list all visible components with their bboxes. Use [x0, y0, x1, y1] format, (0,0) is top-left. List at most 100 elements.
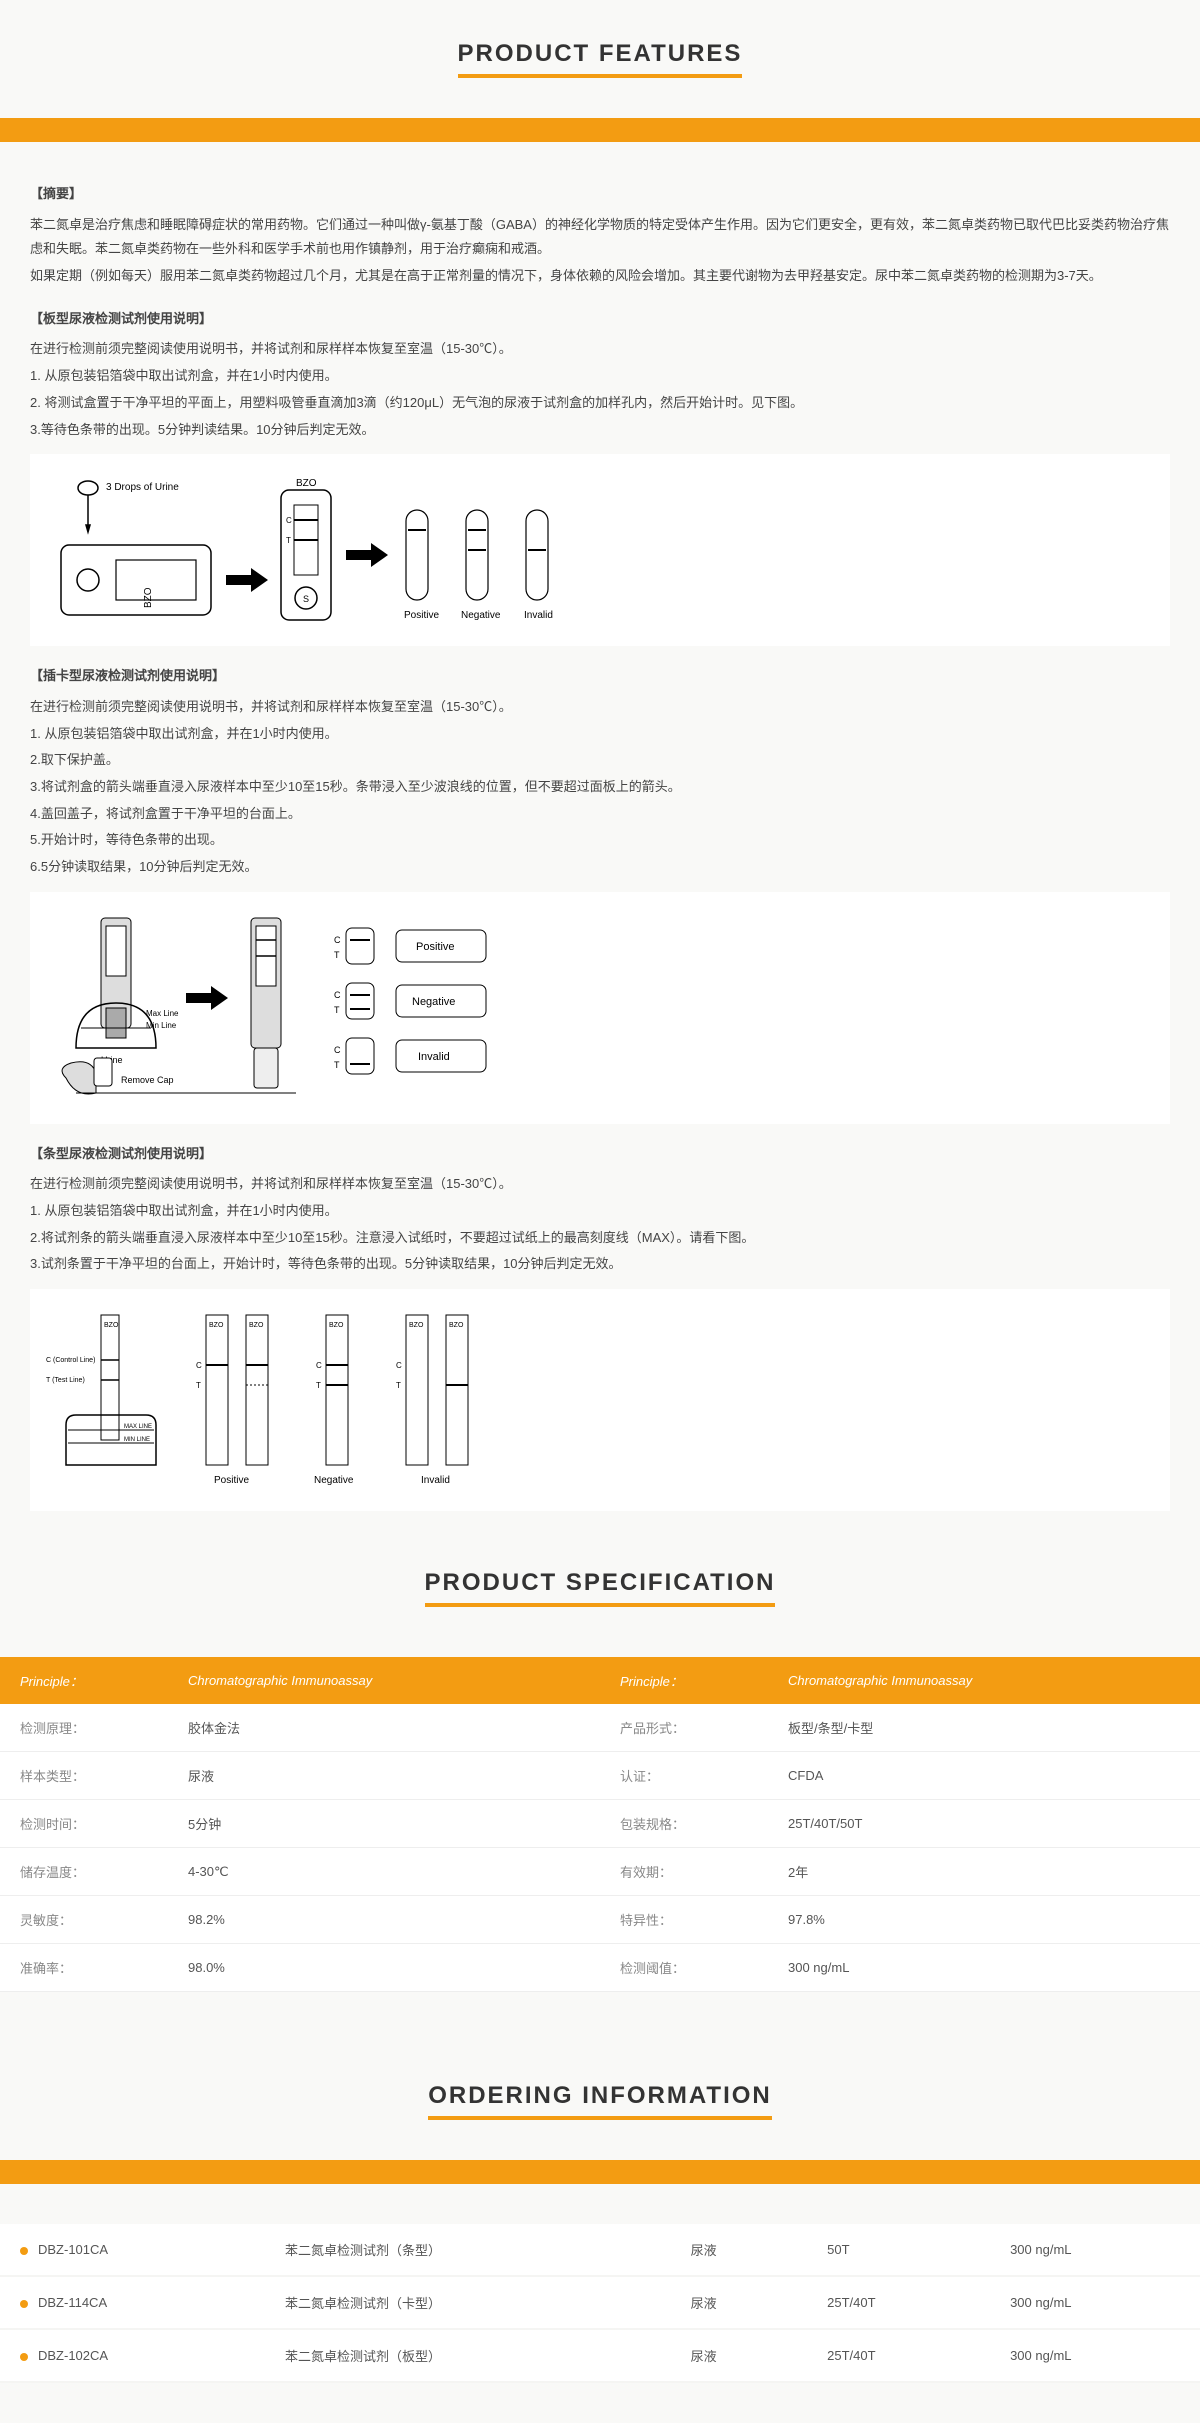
spec-label: 特异性：	[600, 1896, 768, 1944]
order-code: DBZ-101CA	[0, 2224, 265, 2276]
spec-th1: Principle：	[0, 1657, 168, 1704]
svg-text:T: T	[334, 950, 340, 960]
order-table: DBZ-101CA苯二氮卓检测试剂（条型）尿液50T300 ng/mLDBZ-1…	[0, 2224, 1200, 2383]
spec-row: 准确率：98.0%检测阈值：300 ng/mL	[0, 1944, 1200, 1992]
panel-s1: 1. 从原包装铝箔袋中取出试剂盒，并在1小时内使用。	[30, 364, 1170, 389]
spec-value: 胶体金法	[168, 1704, 600, 1752]
svg-text:C: C	[316, 1361, 322, 1370]
spec-value: 25T/40T/50T	[768, 1800, 1200, 1848]
spec-row: 样本类型：尿液认证：CFDA	[0, 1752, 1200, 1800]
order-row: DBZ-114CA苯二氮卓检测试剂（卡型）尿液25T/40T300 ng/mL	[0, 2276, 1200, 2329]
spec-label: 产品形式：	[600, 1704, 768, 1752]
svg-text:T: T	[396, 1381, 401, 1390]
divider-bar	[0, 118, 1200, 142]
svg-text:T: T	[316, 1381, 321, 1390]
spec-label: 准确率：	[0, 1944, 168, 1992]
svg-text:C (Control Line): C (Control Line)	[46, 1357, 95, 1364]
panel-s3: 3.等待色条带的出现。5分钟判读结果。10分钟后判定无效。	[30, 418, 1170, 443]
svg-text:Invalid: Invalid	[524, 610, 553, 621]
spec-label: 检测阈值：	[600, 1944, 768, 1992]
card-heading: 【插卡型尿液检测试剂使用说明】	[30, 664, 1170, 689]
spec-label: 有效期：	[600, 1848, 768, 1896]
order-name: 苯二氮卓检测试剂（板型）	[265, 2329, 671, 2382]
card-intro: 在进行检测前须完整阅读使用说明书，并将试剂和尿样样本恢复至室温（15-30℃）。	[30, 695, 1170, 720]
order-cutoff: 300 ng/mL	[990, 2329, 1200, 2382]
svg-text:C: C	[286, 516, 292, 525]
card-diagram: Max Line Min Line Urine Remove Cap CT	[30, 892, 1170, 1124]
svg-text:Positive: Positive	[404, 610, 439, 621]
bullet-icon	[20, 2247, 28, 2255]
spec-label: 认证：	[600, 1752, 768, 1800]
card-s3: 3.将试剂盒的箭头端垂直浸入尿液样本中至少10至15秒。条带浸入至少波浪线的位置…	[30, 775, 1170, 800]
svg-text:T: T	[334, 1005, 340, 1015]
svg-text:S: S	[303, 594, 309, 604]
panel-heading: 【板型尿液检测试剂使用说明】	[30, 307, 1170, 332]
spec-label: 样本类型：	[0, 1752, 168, 1800]
svg-text:C: C	[334, 935, 341, 945]
order-pkg: 25T/40T	[807, 2276, 990, 2329]
summary-heading: 【摘要】	[30, 182, 1170, 207]
svg-text:Positive: Positive	[214, 1475, 249, 1486]
summary-p1: 苯二氮卓是治疗焦虑和睡眠障碍症状的常用药物。它们通过一种叫做γ-氨基丁酸（GAB…	[30, 213, 1170, 262]
svg-text:MIN LINE: MIN LINE	[124, 1437, 150, 1443]
order-sample: 尿液	[671, 2329, 808, 2382]
order-code: DBZ-102CA	[0, 2329, 265, 2382]
svg-text:BZO: BZO	[143, 587, 154, 608]
order-pkg: 25T/40T	[807, 2329, 990, 2382]
spec-value: 300 ng/mL	[768, 1944, 1200, 1992]
spec-value: CFDA	[768, 1752, 1200, 1800]
order-title: ORDERING INFORMATION	[0, 2042, 1200, 2150]
order-name: 苯二氮卓检测试剂（卡型）	[265, 2276, 671, 2329]
svg-text:BZO: BZO	[249, 1322, 264, 1329]
svg-text:C: C	[334, 1045, 341, 1055]
order-row: DBZ-102CA苯二氮卓检测试剂（板型）尿液25T/40T300 ng/mL	[0, 2329, 1200, 2382]
spec-row: 检测原理：胶体金法产品形式：板型/条型/卡型	[0, 1704, 1200, 1752]
order-name: 苯二氮卓检测试剂（条型）	[265, 2224, 671, 2276]
panel-diagram: 3 Drops of Urine BZO BZO C T S P	[30, 454, 1170, 646]
spec-label: 储存温度：	[0, 1848, 168, 1896]
order-cutoff: 300 ng/mL	[990, 2276, 1200, 2329]
order-row: DBZ-101CA苯二氮卓检测试剂（条型）尿液50T300 ng/mL	[0, 2224, 1200, 2276]
svg-text:BZO: BZO	[409, 1322, 424, 1329]
svg-text:BZO: BZO	[296, 478, 317, 489]
order-sample: 尿液	[671, 2276, 808, 2329]
spec-th3: Principle：	[600, 1657, 768, 1704]
spec-th4: Chromatographic Immunoassay	[768, 1657, 1200, 1704]
spec-title: PRODUCT SPECIFICATION	[0, 1529, 1200, 1637]
order-cutoff: 300 ng/mL	[990, 2224, 1200, 2276]
spec-heading: PRODUCT SPECIFICATION	[425, 1569, 776, 1607]
svg-text:Invalid: Invalid	[421, 1475, 450, 1486]
spec-value: 板型/条型/卡型	[768, 1704, 1200, 1752]
spec-th2: Chromatographic Immunoassay	[168, 1657, 600, 1704]
svg-text:Invalid: Invalid	[418, 1051, 450, 1063]
order-code: DBZ-114CA	[0, 2276, 265, 2329]
card-s4: 4.盖回盖子，将试剂盒置于干净平坦的台面上。	[30, 802, 1170, 827]
svg-text:BZO: BZO	[449, 1322, 464, 1329]
order-sample: 尿液	[671, 2224, 808, 2276]
panel-intro: 在进行检测前须完整阅读使用说明书，并将试剂和尿样样本恢复至室温（15-30℃）。	[30, 337, 1170, 362]
strip-s3: 3.试剂条置于干净平坦的台面上，开始计时，等待色条带的出现。5分钟读取结果，10…	[30, 1252, 1170, 1277]
spec-label: 包装规格：	[600, 1800, 768, 1848]
spec-row: 灵敏度：98.2%特异性：97.8%	[0, 1896, 1200, 1944]
spec-value: 5分钟	[168, 1800, 600, 1848]
spec-value: 98.0%	[168, 1944, 600, 1992]
svg-text:Negative: Negative	[314, 1475, 354, 1486]
bullet-icon	[20, 2300, 28, 2308]
svg-text:Negative: Negative	[461, 610, 501, 621]
svg-text:Max Line: Max Line	[146, 1009, 179, 1018]
svg-text:C: C	[396, 1361, 402, 1370]
card-s5: 5.开始计时，等待色条带的出现。	[30, 828, 1170, 853]
strip-diagram: BZO C (Control Line) T (Test Line) MAX L…	[30, 1289, 1170, 1511]
spec-header-row: Principle： Chromatographic Immunoassay P…	[0, 1657, 1200, 1704]
svg-text:Negative: Negative	[412, 996, 455, 1008]
spec-row: 储存温度：4-30℃有效期：2年	[0, 1848, 1200, 1896]
divider-bar-2	[0, 2160, 1200, 2184]
svg-text:BZO: BZO	[329, 1322, 344, 1329]
order-heading: ORDERING INFORMATION	[428, 2082, 772, 2120]
features-title: PRODUCT FEATURES	[0, 0, 1200, 108]
svg-text:BZO: BZO	[104, 1322, 119, 1329]
svg-text:BZO: BZO	[209, 1322, 224, 1329]
strip-s1: 1. 从原包装铝箔袋中取出试剂盒，并在1小时内使用。	[30, 1199, 1170, 1224]
spec-value: 97.8%	[768, 1896, 1200, 1944]
spec-table: Principle： Chromatographic Immunoassay P…	[0, 1657, 1200, 1992]
